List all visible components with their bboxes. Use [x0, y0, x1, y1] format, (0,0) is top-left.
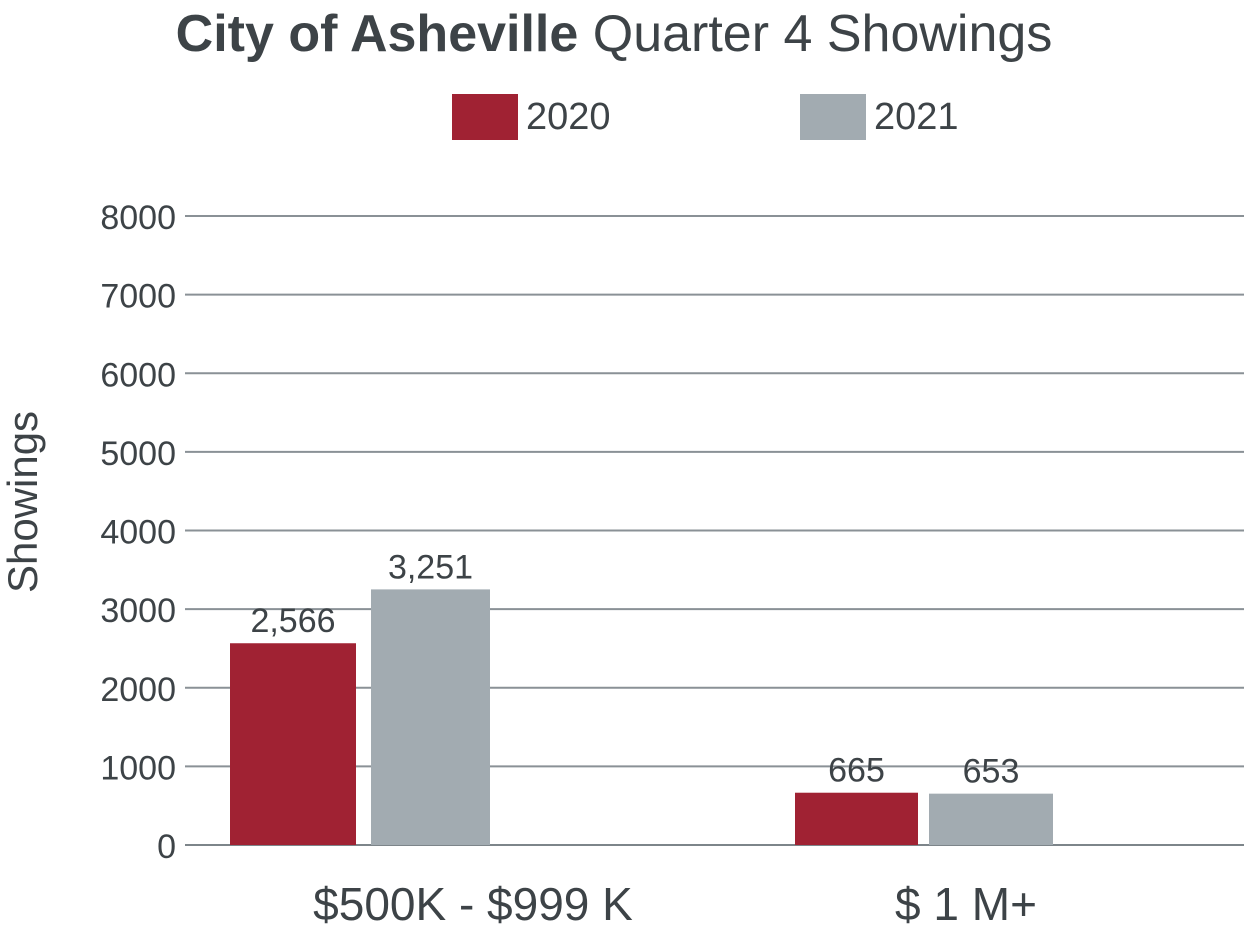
y-tick-label-7000: 7000	[100, 278, 176, 316]
y-tick-label-3000: 3000	[100, 592, 176, 630]
data-label-2021-1: 653	[963, 753, 1020, 791]
y-tick-label-4000: 4000	[100, 514, 176, 552]
chart-title-rest: Quarter 4 Showings	[592, 5, 1053, 63]
y-tick-label-2000: 2000	[100, 671, 176, 709]
bar-2021-0	[371, 589, 490, 845]
bar-2020-1	[795, 792, 918, 845]
data-label-2020-1: 665	[828, 752, 885, 790]
bar-2020-0	[230, 643, 356, 845]
y-tick-label-1000: 1000	[100, 749, 176, 787]
y-tick-label-8000: 8000	[100, 199, 176, 237]
chart-title-bold: City of Asheville	[175, 5, 579, 63]
y-tick-label-0: 0	[157, 828, 176, 866]
y-axis-label: Showings	[0, 411, 46, 593]
x-tick-label-1: $ 1 M+	[895, 878, 1037, 930]
data-label-2020-0: 2,566	[250, 602, 335, 640]
legend: 2020 2021	[0, 92, 1248, 142]
legend-swatch-2020	[452, 94, 518, 140]
legend-item-2020: 2020	[452, 92, 611, 142]
data-label-2021-0: 3,251	[388, 548, 473, 586]
bar-2021-1	[929, 793, 1053, 845]
chart-title: City of Asheville Quarter 4 Showings	[0, 4, 1228, 64]
x-tick-label-0: $500K - $999 K	[313, 878, 633, 930]
legend-swatch-2021	[800, 94, 866, 140]
legend-label-2021: 2021	[874, 95, 959, 138]
y-tick-label-5000: 5000	[100, 435, 176, 473]
legend-label-2020: 2020	[526, 95, 611, 138]
y-tick-label-6000: 6000	[100, 356, 176, 394]
legend-item-2021: 2021	[800, 92, 959, 142]
